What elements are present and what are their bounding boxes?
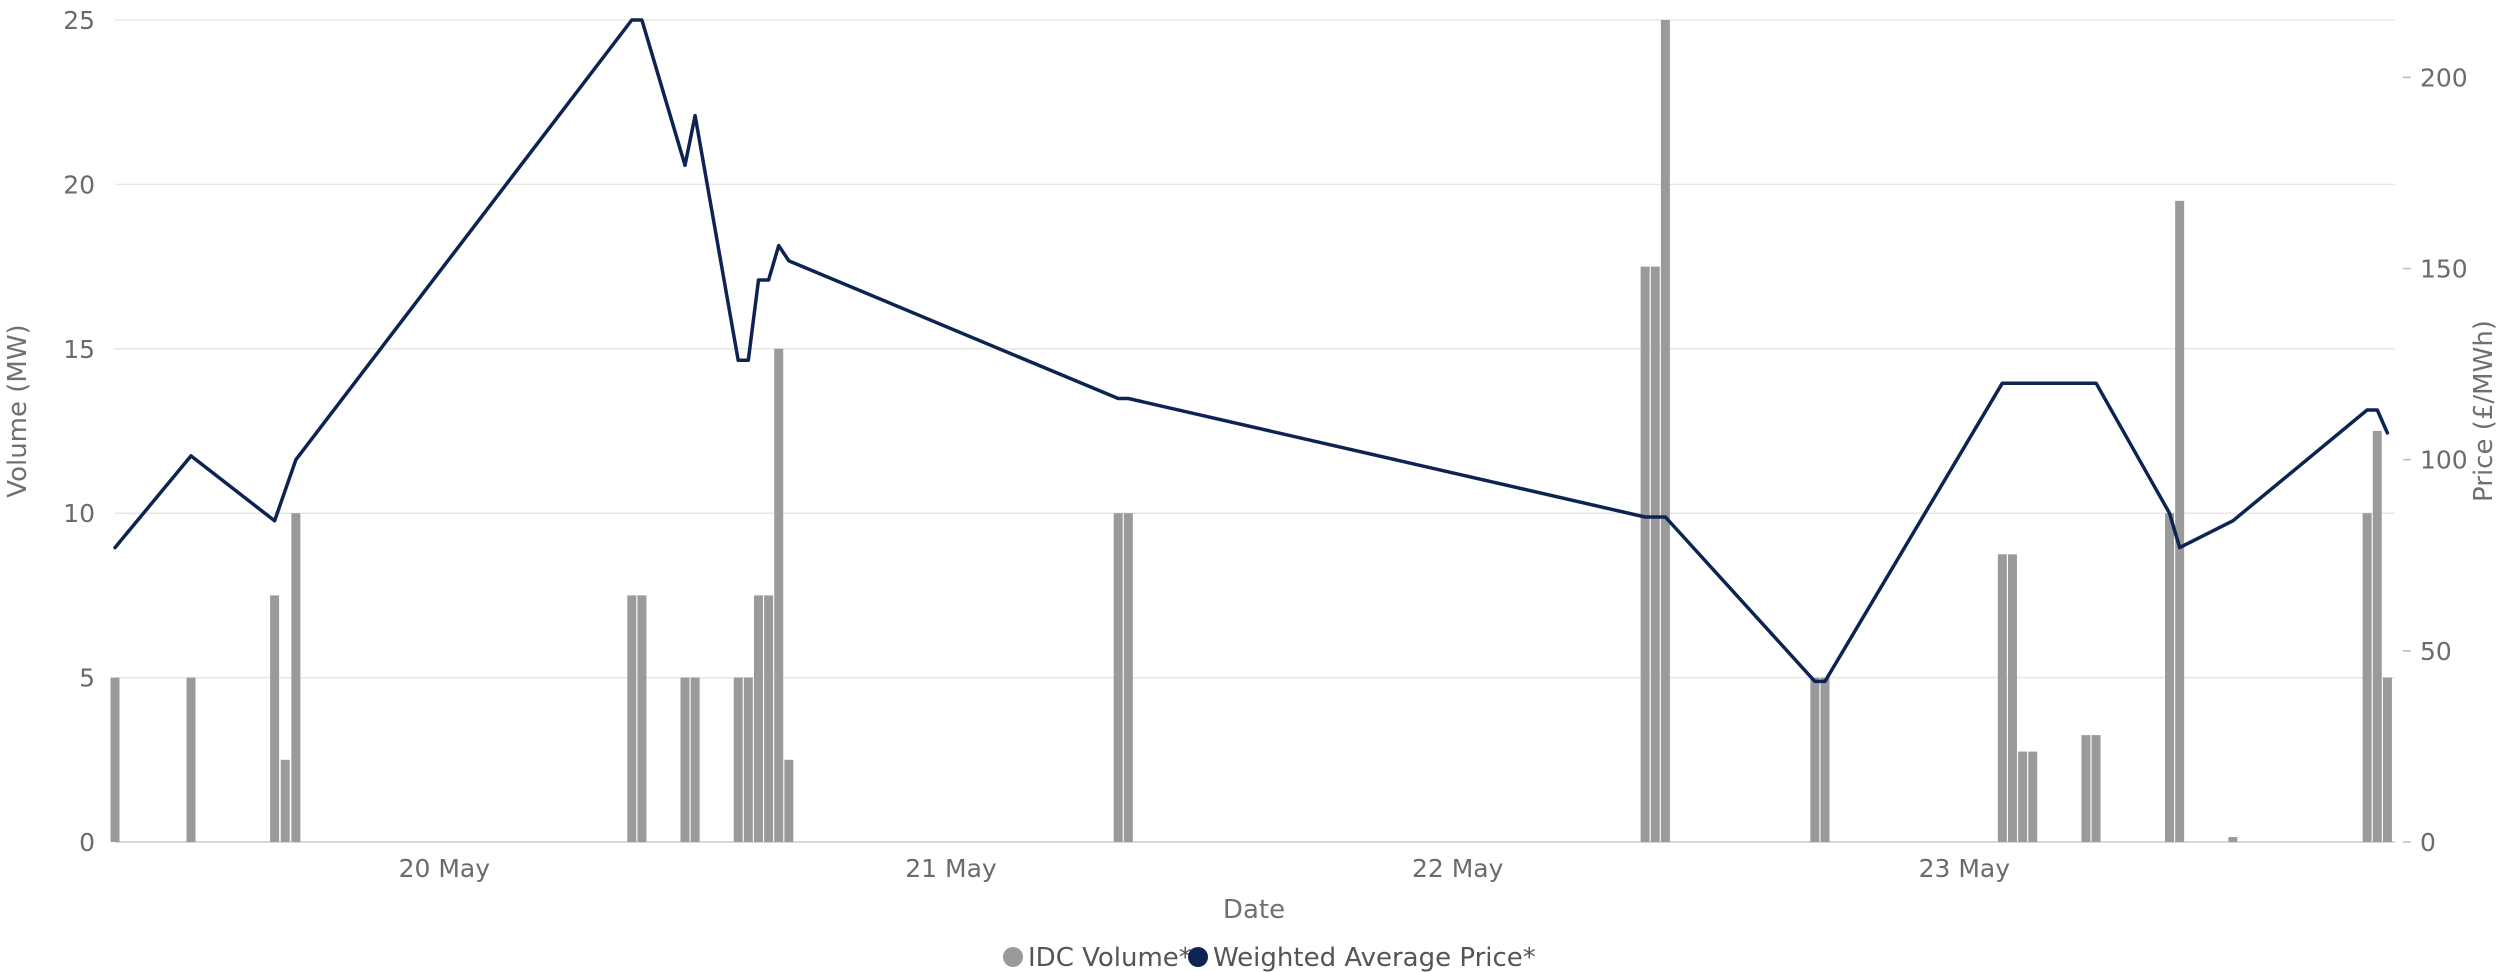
volume-bar (1640, 266, 1650, 843)
volume-bar (637, 595, 647, 842)
left-tick-label: 0 (79, 828, 95, 857)
left-tick-label: 15 (63, 335, 95, 364)
volume-bar (1660, 20, 1670, 842)
left-tick-label: 10 (63, 499, 95, 528)
x-axis-title: Date (1223, 895, 1285, 925)
volume-bars (110, 20, 2392, 843)
volume-bar (2081, 735, 2091, 842)
volume-bar (1997, 554, 2007, 842)
right-tick-label: 100 (2420, 446, 2468, 475)
left-tick-label: 25 (63, 6, 95, 35)
volume-bar (2091, 735, 2101, 842)
volume-bar (1810, 677, 1820, 842)
price-line (113, 18, 2390, 684)
volume-bar (1123, 513, 1133, 842)
x-tick-label: 20 May (399, 854, 491, 883)
volume-bar (280, 759, 290, 842)
right-tick-label: 50 (2420, 637, 2452, 666)
volume-bar (690, 677, 700, 842)
volume-bar (743, 677, 753, 842)
volume-bar (680, 677, 690, 842)
volume-bar (2165, 513, 2175, 842)
volume-bar (733, 677, 743, 842)
x-axis: 20 May 21 May 22 May 23 May (399, 854, 2011, 883)
volume-bar (627, 595, 637, 842)
volume-bar (2372, 431, 2382, 842)
volume-bar (270, 595, 280, 842)
left-tick-label: 20 (63, 170, 95, 199)
legend: IDC Volume* Weighted Average Price* (1003, 943, 1536, 972)
volume-bar (1113, 513, 1123, 842)
volume-bar (764, 595, 774, 842)
price-line-group (113, 18, 2390, 684)
right-tick-label: 0 (2420, 828, 2436, 857)
right-axis-title: Price (£/MWh) (2469, 320, 2499, 502)
right-axis: 0 50 100 150 200 (2403, 63, 2468, 857)
volume-bar (2007, 554, 2017, 842)
volume-bar (1820, 677, 1830, 842)
legend-swatch-volume (1003, 947, 1023, 967)
volume-bar (2382, 677, 2392, 842)
x-tick-label: 23 May (1919, 854, 2011, 883)
volume-bar (2028, 751, 2038, 842)
volume-bar (784, 759, 794, 842)
left-axis-title: Volume (MW) (3, 324, 33, 497)
x-tick-label: 22 May (1412, 854, 1504, 883)
legend-label-volume: IDC Volume* (1028, 943, 1192, 972)
volume-bar (291, 513, 301, 842)
right-tick-label: 200 (2420, 63, 2468, 92)
volume-bar (2175, 200, 2185, 843)
right-tick-label: 150 (2420, 255, 2468, 284)
volume-bar (774, 348, 784, 842)
volume-bar (1650, 266, 1660, 843)
volume-bar (2362, 513, 2372, 842)
left-tick-label: 5 (79, 664, 95, 693)
legend-swatch-price (1188, 947, 1208, 967)
volume-bar (2228, 837, 2238, 842)
gridlines (115, 19, 2395, 843)
volume-bar (753, 595, 763, 842)
volume-bar (186, 677, 196, 842)
legend-label-price: Weighted Average Price* (1213, 943, 1536, 972)
x-tick-label: 21 May (905, 854, 997, 883)
volume-bar (110, 677, 120, 842)
left-axis: 0 5 10 15 20 25 (63, 6, 95, 857)
volume-bar (2018, 751, 2028, 842)
